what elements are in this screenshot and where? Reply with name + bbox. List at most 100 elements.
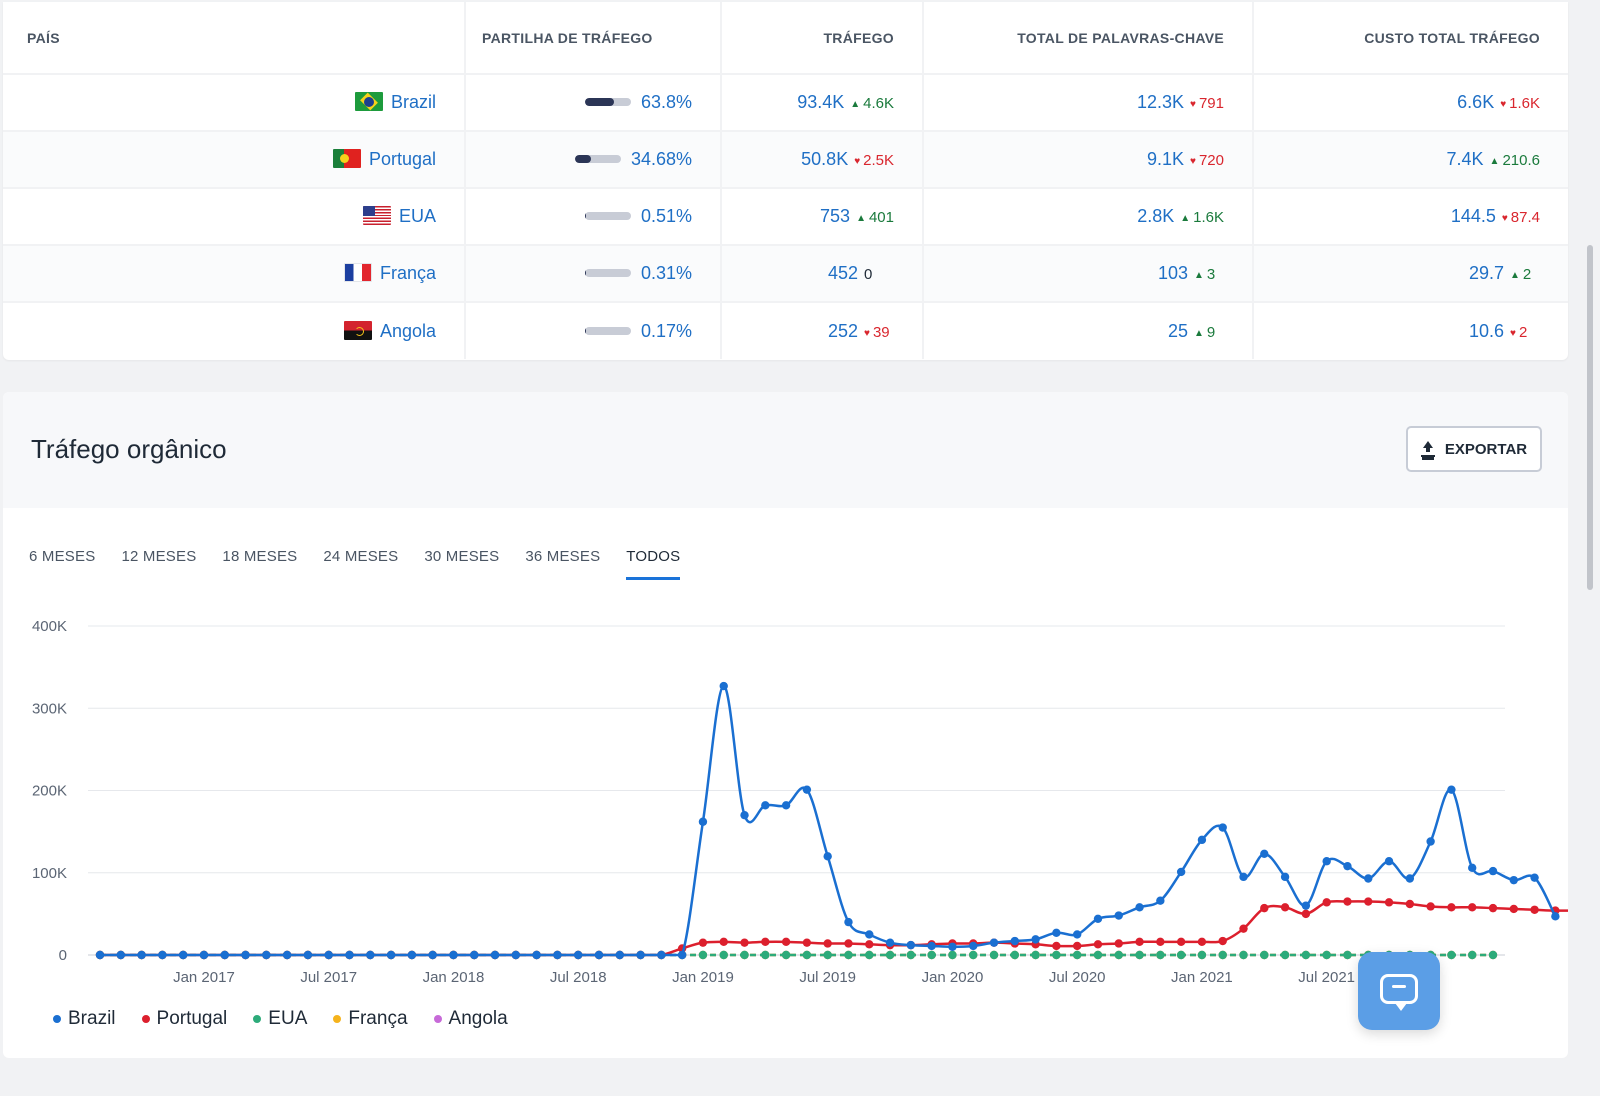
data-point-brazil [428, 950, 437, 960]
traffic-cell: 93.4K ▲ 4.6K [721, 74, 924, 132]
legend-item-eua[interactable]: EUA [253, 1008, 307, 1030]
data-point-eua [1343, 950, 1352, 960]
data-point-eua [1135, 950, 1144, 960]
data-point-brazil [1093, 914, 1103, 924]
country-link[interactable]: Brazil [390, 92, 436, 112]
country-cell: Brazil [3, 74, 466, 132]
traffic-value[interactable]: 50.8K [801, 149, 849, 169]
traffic-delta: ▲ 401 [856, 209, 894, 226]
data-point-brazil [1405, 874, 1415, 883]
tab-6-meses[interactable]: 6 MESES [29, 548, 96, 565]
traffic-value[interactable]: 252 [827, 320, 858, 341]
data-point-portugal [1322, 898, 1331, 907]
keywords-value[interactable]: 25 [1167, 320, 1188, 341]
keywords-value[interactable]: 9.1K [1147, 149, 1185, 169]
data-point-brazil [885, 938, 895, 947]
share-column-header[interactable]: PARTILHA DE TRÁFEGO [465, 2, 722, 75]
data-point-eua [1488, 950, 1498, 960]
data-point-brazil [407, 950, 417, 960]
traffic-delta-value: 401 [868, 209, 894, 226]
heart-down-icon: ♥ [854, 156, 861, 167]
data-point-eua [927, 950, 936, 960]
country-cell: Portugal [3, 131, 466, 189]
cost-value[interactable]: 7.4K [1446, 149, 1484, 169]
tab-18-meses[interactable]: 18 MESES [222, 548, 298, 565]
x-tick-label: Jan 2020 [922, 969, 984, 986]
x-tick-label: Jan 2018 [423, 969, 485, 986]
share-bar [584, 212, 631, 220]
share-value: 0.51% [640, 206, 692, 226]
cost-value[interactable]: 29.7 [1468, 263, 1504, 283]
data-point-brazil [615, 950, 624, 960]
scrollbar-thumb[interactable] [1587, 245, 1593, 590]
data-point-brazil [1052, 928, 1061, 937]
cost-delta: ▲ 210.6 [1490, 152, 1540, 169]
traffic-value[interactable]: 93.4K [797, 92, 845, 112]
chat-button[interactable] [1358, 952, 1440, 1030]
x-tick-label: Jul 2017 [300, 969, 357, 986]
tab-todos[interactable]: TODOS [626, 548, 681, 580]
data-point-portugal [1530, 905, 1539, 914]
cost-delta: ▲ 2 [1510, 266, 1540, 283]
legend-item-frança[interactable]: França [333, 1008, 408, 1030]
keywords-column-header[interactable]: TOTAL DE PALAVRAS-CHAVE [923, 2, 1254, 75]
data-point-brazil [1364, 874, 1373, 883]
traffic-column-header[interactable]: TRÁFEGO [721, 2, 924, 75]
countries-table: PAÍS PARTILHA DE TRÁFEGO TRÁFEGO TOTAL D… [3, 2, 1568, 359]
legend-label: França [348, 1008, 408, 1029]
table-row: Brazil 63.8% 93.4K ▲ 4.6K 12.3K ♥ 791 6.6K ♥ 1.6K [3, 74, 1568, 132]
country-link[interactable]: Angola [379, 320, 436, 341]
data-point-brazil [386, 950, 396, 960]
export-button[interactable]: EXPORTAR [1406, 426, 1542, 472]
country-link[interactable]: França [379, 263, 436, 283]
table-header-row: PAÍS PARTILHA DE TRÁFEGO TRÁFEGO TOTAL D… [3, 2, 1568, 75]
data-point-eua [1114, 950, 1123, 960]
data-point-brazil [1384, 857, 1394, 866]
organic-traffic-card: Tráfego orgânico EXPORTAR 6 MESES 12 MESE… [3, 392, 1568, 1058]
legend-label: EUA [268, 1008, 308, 1029]
series-line-portugal [99, 899, 1568, 957]
keywords-delta-value: 791 [1198, 95, 1224, 112]
legend-item-angola[interactable]: Angola [433, 1008, 508, 1030]
data-point-portugal [1426, 902, 1435, 911]
traffic-value[interactable]: 452 [827, 263, 858, 283]
traffic-value[interactable]: 753 [820, 206, 851, 226]
data-point-portugal [781, 937, 791, 947]
traffic-cell: 452 ♥0 [721, 245, 924, 303]
traffic-delta-value: 4.6K [863, 95, 894, 112]
data-point-brazil [865, 930, 874, 939]
tab-12-meses[interactable]: 12 MESES [121, 548, 197, 565]
legend-item-portugal[interactable]: Portugal [141, 1008, 227, 1030]
data-point-eua [698, 950, 708, 960]
chat-icon [1380, 974, 1418, 1011]
cost-cell: 6.6K ♥ 1.6K [1253, 74, 1568, 132]
share-value: 0.31% [640, 263, 692, 283]
data-point-brazil [1509, 875, 1518, 885]
keywords-value[interactable]: 2.8K [1137, 206, 1175, 226]
legend-dot-icon [433, 1015, 442, 1023]
data-point-brazil [303, 950, 313, 960]
tab-36-meses[interactable]: 36 MESES [525, 548, 601, 565]
traffic-delta-value: 2.5K [863, 152, 894, 169]
data-point-brazil [1197, 835, 1207, 845]
y-tick-label: 100K [32, 865, 67, 882]
cost-value[interactable]: 10.6 [1468, 320, 1504, 341]
country-link[interactable]: EUA [398, 206, 436, 226]
data-point-eua [1322, 950, 1331, 960]
keywords-delta-value: 9 [1206, 323, 1216, 341]
keywords-value[interactable]: 12.3K [1136, 92, 1185, 112]
cost-column-header[interactable]: CUSTO TOTAL TRÁFEGO [1253, 2, 1568, 75]
tab-30-meses[interactable]: 30 MESES [424, 548, 500, 565]
data-point-brazil [1031, 935, 1040, 944]
country-link[interactable]: Portugal [368, 149, 436, 169]
data-point-eua [802, 950, 812, 960]
legend-item-brazil[interactable]: Brazil [53, 1008, 116, 1030]
data-point-brazil [1551, 912, 1560, 921]
keywords-value[interactable]: 103 [1157, 263, 1188, 283]
data-point-brazil [636, 950, 645, 960]
cost-value[interactable]: 144.5 [1450, 206, 1496, 226]
chart-section-title: Tráfego orgânico [31, 434, 227, 464]
country-column-header[interactable]: PAÍS [3, 2, 466, 75]
tab-24-meses[interactable]: 24 MESES [323, 548, 399, 565]
cost-value[interactable]: 6.6K [1457, 92, 1495, 112]
